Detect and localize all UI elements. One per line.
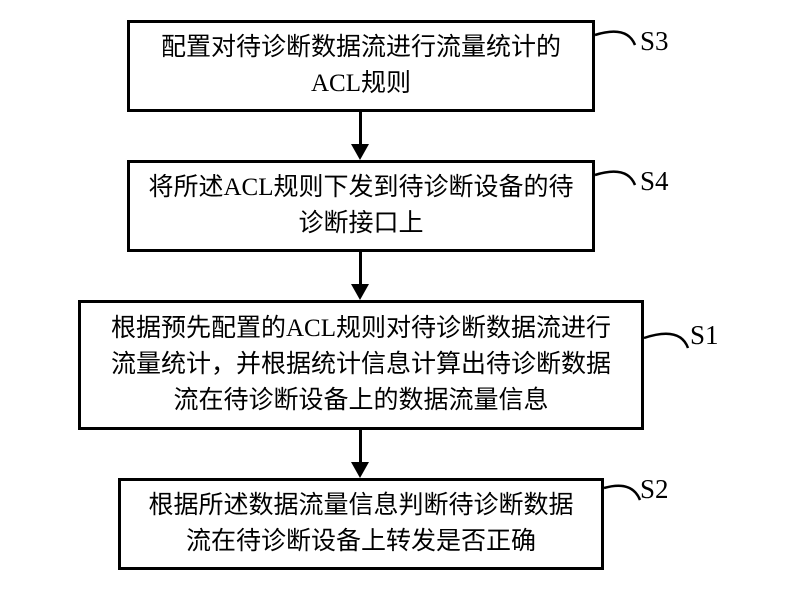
flow-label-s3: S3 — [640, 26, 669, 57]
flow-arrow — [359, 430, 362, 463]
flow-node-text: 根据所述数据流量信息判断待诊断数据流在待诊断设备上转发是否正确 — [148, 488, 573, 561]
flow-node-s1: 根据预先配置的ACL规则对待诊断数据流进行流量统计，并根据统计信息计算出待诊断数… — [78, 300, 644, 430]
arrow-head-icon — [351, 144, 369, 160]
flow-label-s1: S1 — [690, 320, 719, 351]
flow-arrow — [359, 252, 362, 285]
flow-arrow — [359, 112, 362, 145]
flowchart-container: 配置对待诊断数据流进行流量统计的ACL规则 S3 将所述ACL规则下发到待诊断设… — [0, 0, 800, 600]
flow-node-s3: 配置对待诊断数据流进行流量统计的ACL规则 — [127, 20, 595, 112]
arrow-head-icon — [351, 284, 369, 300]
flow-label-s2: S2 — [640, 474, 669, 505]
flow-node-s4: 将所述ACL规则下发到待诊断设备的待诊断接口上 — [127, 160, 595, 252]
flow-node-text: 配置对待诊断数据流进行流量统计的ACL规则 — [161, 30, 561, 103]
flow-node-text: 将所述ACL规则下发到待诊断设备的待诊断接口上 — [148, 170, 573, 243]
flow-node-s2: 根据所述数据流量信息判断待诊断数据流在待诊断设备上转发是否正确 — [118, 478, 604, 570]
arrow-head-icon — [351, 462, 369, 478]
flow-label-s4: S4 — [640, 166, 669, 197]
flow-node-text: 根据预先配置的ACL规则对待诊断数据流进行流量统计，并根据统计信息计算出待诊断数… — [111, 311, 611, 420]
